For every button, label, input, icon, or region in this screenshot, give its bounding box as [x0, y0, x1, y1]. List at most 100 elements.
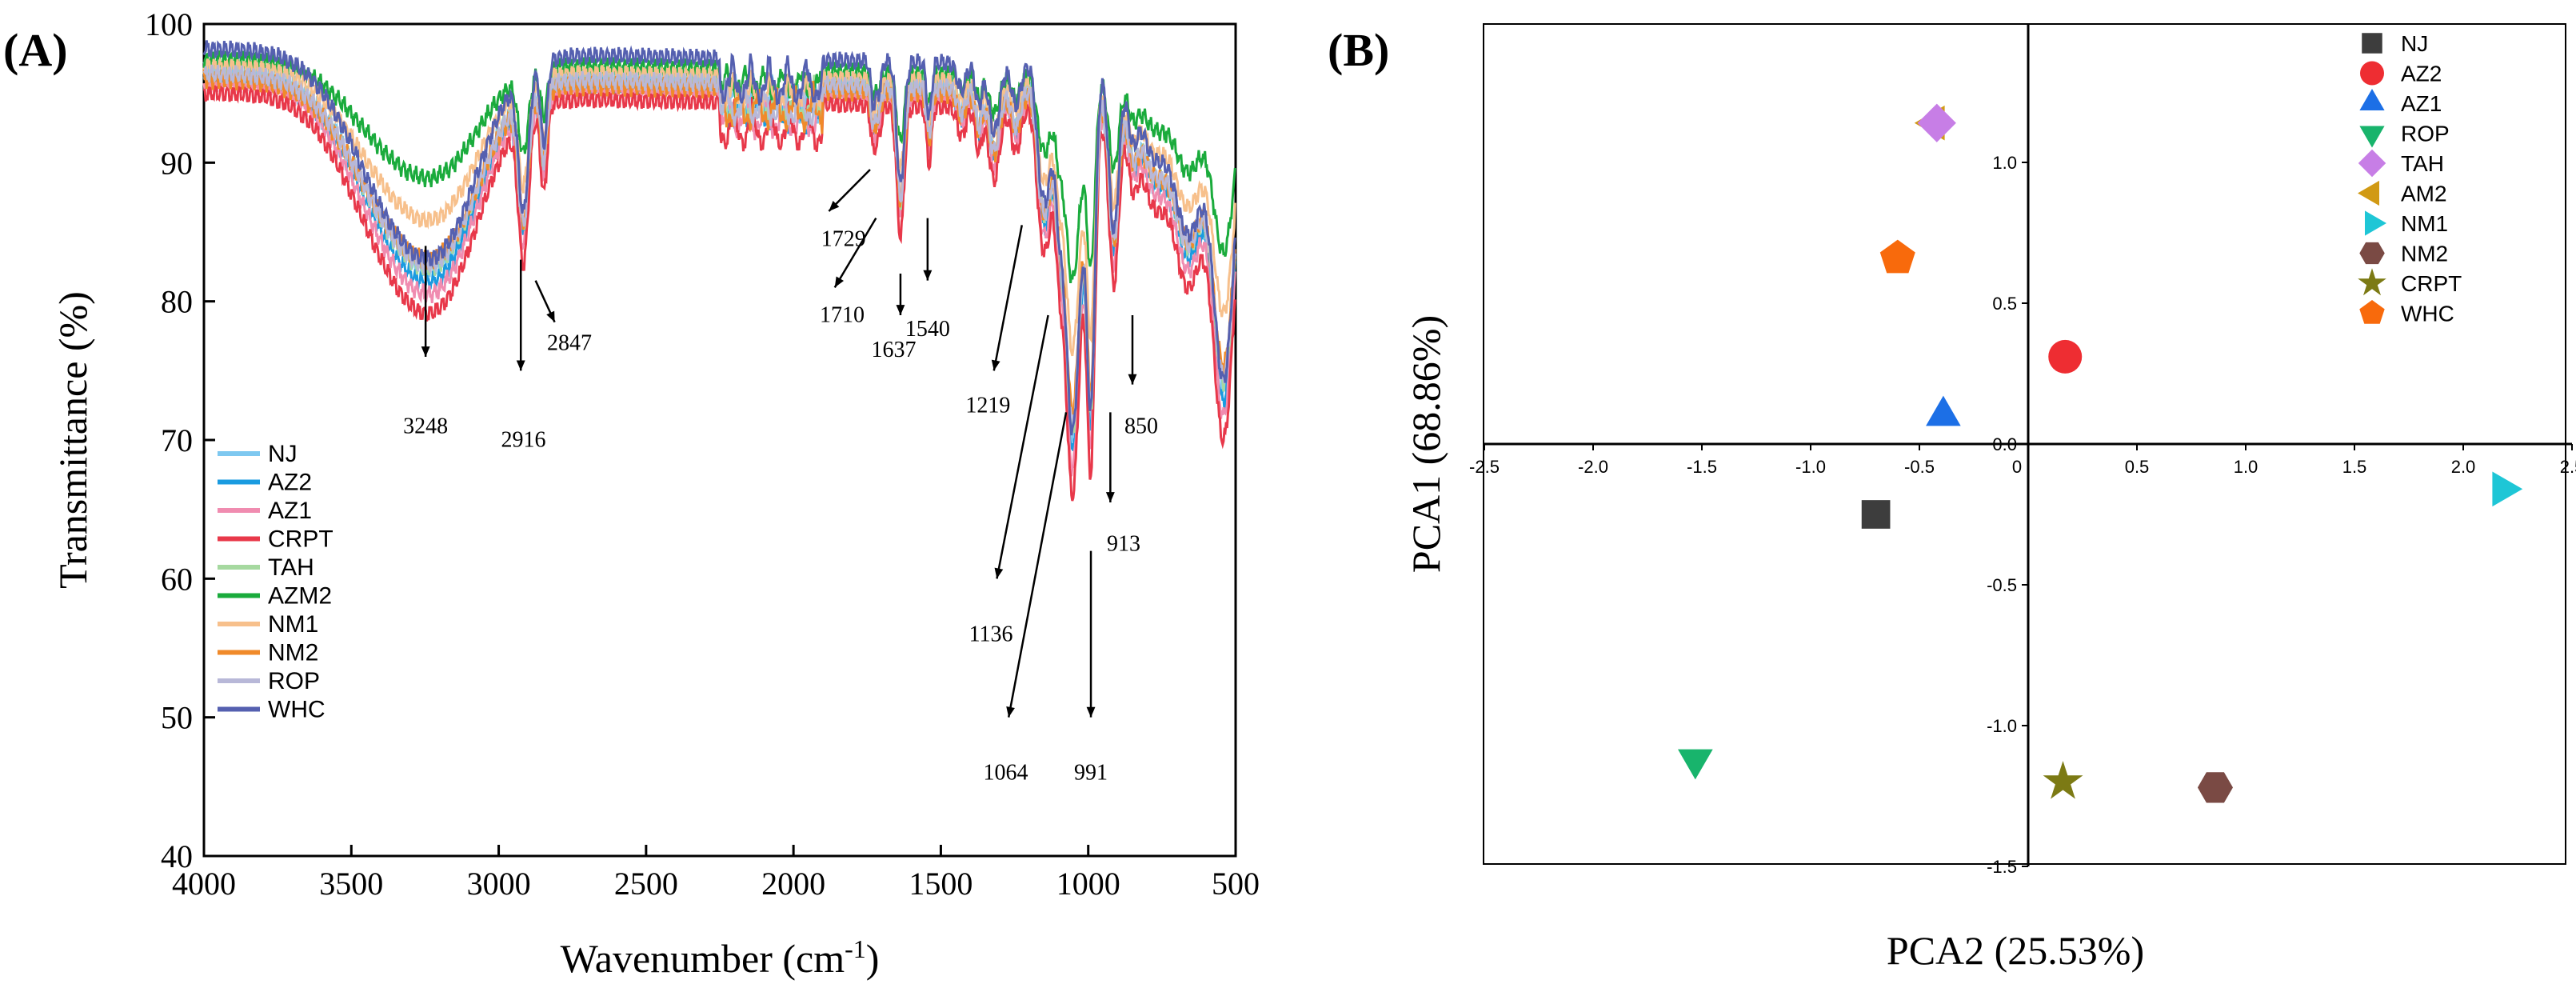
peak-label-1064: 1064 [984, 761, 1028, 786]
legend-marker-nm1 [2365, 210, 2386, 236]
x-tick-label-a: 2000 [761, 866, 825, 902]
legend-label-tah: TAH [2401, 151, 2444, 176]
point-tah [1917, 103, 1956, 142]
y-tick-label-a: 100 [145, 6, 193, 42]
legend-label-az1: AZ1 [268, 498, 312, 524]
annotation-arrow [1007, 412, 1068, 718]
x-tick-label-a: 2500 [614, 866, 678, 902]
legend-marker-nj [2362, 33, 2382, 54]
x-tick-label-a: 1500 [909, 866, 972, 902]
annotation-arrowhead [516, 360, 525, 371]
legend-label-nm2: NM2 [2401, 242, 2448, 266]
point-az1 [1926, 395, 1961, 426]
legend-label-az2: AZ2 [2401, 62, 2442, 86]
axes-b: -2.5 -2.0 -1.5 -1.0 -0.5 0 0.5 1.0 1.5 2.0 2.5 -1.5… [1469, 24, 2576, 877]
legend-label-nm1: NM1 [268, 611, 318, 638]
annotation-arrowhead [1006, 706, 1015, 718]
x-tick-label-b: 2.0 [2451, 457, 2476, 477]
x-tick-label-b: 2.5 [2560, 457, 2576, 477]
x-tick-label-b: -1.0 [1795, 457, 1826, 477]
point-nm1 [2492, 471, 2523, 507]
annotation-arrowhead [1105, 492, 1115, 502]
legend-marker-nm2 [2359, 242, 2385, 265]
axis-ticks-a: 4000 3500 3000 2500 2000 1500 1000 500 40 50 60 70 8… [145, 6, 1260, 902]
peak-label-850: 850 [1124, 414, 1158, 438]
legend-label-nj: NJ [268, 441, 298, 467]
legend-marker-crpt [2358, 268, 2386, 296]
ftir-panel: (A) 4000 3500 3000 2500 2000 1500 1000 500 40 50 6… [3, 6, 1260, 981]
point-whc [1879, 239, 1915, 274]
annotation-arrowhead [1086, 706, 1096, 718]
x-tick-label-b: -0.5 [1904, 457, 1935, 477]
point-rop [1678, 749, 1713, 780]
y-tick-label-a: 80 [161, 284, 193, 320]
peak-label-1637: 1637 [871, 338, 916, 362]
x-tick-label-a: 3500 [319, 866, 383, 902]
legend-label-nm2: NM2 [268, 640, 318, 666]
point-az2 [2048, 339, 2083, 374]
x-tick-label-b: -2.5 [1469, 457, 1500, 477]
y-tick-label-a: 40 [161, 838, 193, 874]
x-tick-label-b: 1.0 [2234, 457, 2258, 477]
point-nj [1861, 500, 1891, 529]
series-lines [202, 40, 1236, 502]
legend-label-tah: TAH [268, 554, 314, 581]
annotation-arrowhead [421, 346, 430, 357]
annotation-arrowhead [994, 567, 1004, 579]
x-tick-label-b: -1.5 [1687, 457, 1717, 477]
annotation-arrow [996, 314, 1049, 579]
x-tick-label-a: 1000 [1056, 866, 1120, 902]
y-tick-label-a: 70 [161, 422, 193, 458]
annotation-arrowhead [991, 359, 1000, 371]
annotation-arrowhead [546, 310, 555, 322]
panel-b-label: (B) [1328, 24, 1389, 76]
y-tick-label-b: 0.5 [1992, 294, 2017, 314]
peak-label-913: 913 [1107, 532, 1140, 557]
annotation-arrowhead [834, 276, 845, 288]
point-nm2 [2197, 772, 2233, 803]
x-tick-label-a: 4000 [172, 866, 236, 902]
legend-label-az2: AZ2 [268, 470, 312, 496]
annotation-arrowhead [829, 201, 840, 211]
legend-label-crpt: CRPT [2401, 271, 2462, 296]
legend-marker-rop [2359, 126, 2385, 148]
peak-label-991: 991 [1074, 761, 1108, 786]
legend-marker-whc [2359, 300, 2385, 324]
x-tick-label-a: 500 [1212, 866, 1260, 902]
peak-label-3248: 3248 [403, 414, 448, 438]
y-tick-label-a: 60 [161, 561, 193, 597]
y-tick-label-b: -1.5 [1987, 857, 2017, 877]
y-tick-label-a: 50 [161, 700, 193, 736]
y-tick-label-b: -0.5 [1987, 575, 2017, 595]
pca-panel: (B) -2.5 -2.0 -1.5 -1.0 -0.5 0 0.5 1.0 1.5 2.0 2.5… [1328, 23, 2576, 973]
x-axis-title-b: PCA2 (25.53%) [1887, 928, 2144, 973]
x-tick-label-a: 3000 [467, 866, 531, 902]
legend-b: NJ AZ2 AZ1 ROP TAH AM2 NM1 NM2 CRPT WHC [2358, 31, 2462, 326]
legend-marker-az2 [2360, 61, 2384, 86]
peak-label-1136: 1136 [969, 622, 1013, 646]
legend-label-nm1: NM1 [2401, 211, 2448, 236]
annotation-arrowhead [896, 305, 905, 315]
legend-label-whc: WHC [268, 697, 325, 723]
legend-marker-tah [2358, 149, 2386, 178]
y-axis-title-a: Transmittance (%) [50, 291, 95, 589]
series-line-whc [202, 40, 1236, 436]
x-tick-label-b: -2.0 [1578, 457, 1608, 477]
y-tick-label-b: 1.0 [1992, 153, 2017, 173]
plot-area-a [202, 22, 1237, 858]
peak-label-2847: 2847 [547, 330, 592, 355]
peak-label-1710: 1710 [820, 303, 865, 328]
legend-marker-az1 [2359, 89, 2385, 110]
y-tick-label-b: 0.0 [1992, 434, 2017, 454]
legend-label-az1: AZ1 [2401, 91, 2442, 116]
y-tick-label-b: -1.0 [1987, 716, 2017, 736]
x-tick-label-b: 1.5 [2342, 457, 2367, 477]
x-tick-label-b: 0.5 [2125, 457, 2150, 477]
annotation-arrowhead [1128, 374, 1137, 385]
annotation-arrowhead [923, 270, 933, 281]
legend-label-crpt: CRPT [268, 526, 333, 553]
legend-label-rop: ROP [268, 668, 320, 694]
y-axis-title-b: PCA1 (68.86%) [1404, 315, 1448, 573]
peak-label-1219: 1219 [965, 393, 1010, 418]
